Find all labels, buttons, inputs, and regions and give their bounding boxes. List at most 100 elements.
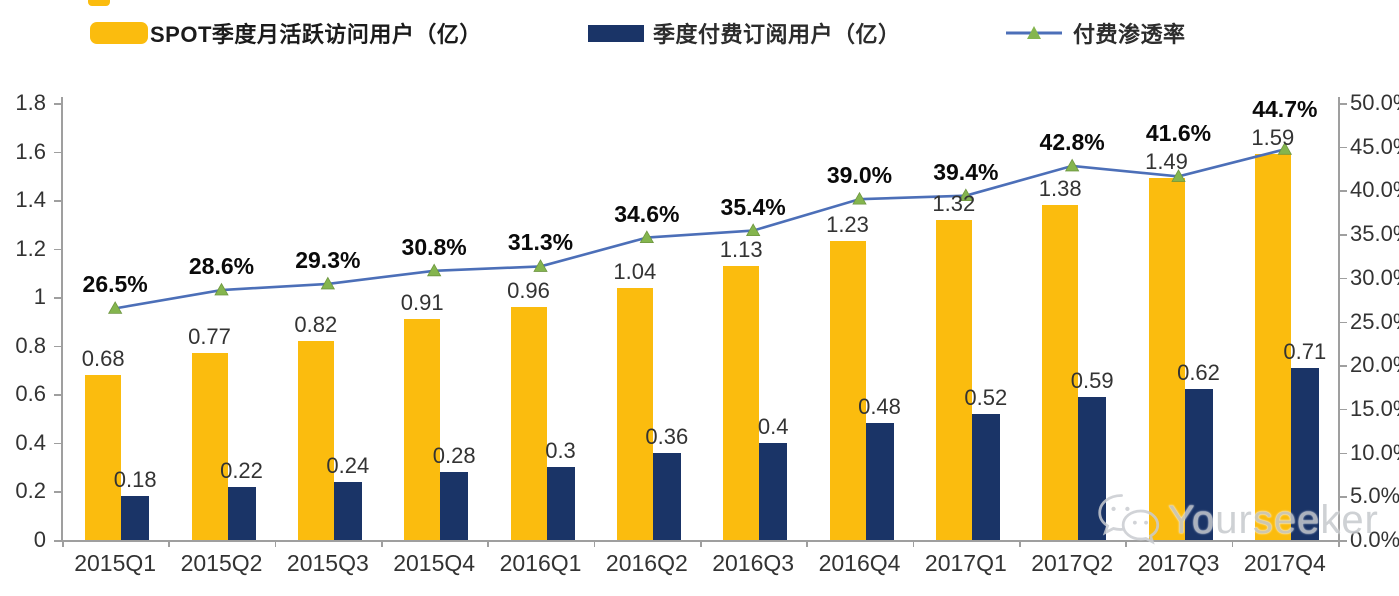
penetration-legend-label: 付费渗透率 <box>1073 22 1186 47</box>
mau-bar-2016Q3 <box>723 265 760 540</box>
y-right-tick <box>1339 321 1347 323</box>
legend-item-penetration: 付费渗透率 <box>1005 17 1186 49</box>
y-left-axis-line <box>61 97 63 540</box>
mau-value-label: 1.32 <box>932 190 976 216</box>
penetration-marker <box>745 223 761 237</box>
mau-bar-2017Q3 <box>1148 178 1185 540</box>
x-axis-label: 2017Q4 <box>1243 550 1326 576</box>
y-right-tick <box>1339 496 1347 498</box>
y-right-tick <box>1339 365 1347 367</box>
wechat-icon <box>1098 494 1160 545</box>
penetration-value-label: 28.6% <box>188 253 255 280</box>
watermark: Yourseeker <box>1096 492 1379 548</box>
x-axis-tick <box>1019 540 1021 547</box>
x-axis-label: 2015Q3 <box>286 550 369 576</box>
watermark-text: Yourseeker <box>1168 497 1379 542</box>
y-right-tick-label: 20.0% <box>1350 352 1399 378</box>
penetration-marker <box>107 301 123 314</box>
penetration-marker <box>639 230 655 243</box>
penetration-value-label: 26.5% <box>82 271 148 298</box>
penetration-value-label: 39.4% <box>933 158 999 185</box>
mau-value-label: 0.68 <box>81 345 125 371</box>
y-right-tick-label: 0.0% <box>1350 527 1399 552</box>
y-right-tick-label: 45.0% <box>1350 133 1399 159</box>
subs-value-label: 0.28 <box>432 443 476 469</box>
subs-bar-2017Q3 <box>1184 389 1213 540</box>
x-axis-tick <box>381 540 383 547</box>
y-left-tick-label: 1 <box>33 284 46 310</box>
penetration-marker <box>533 259 548 272</box>
subs-bar-2015Q2 <box>227 486 256 540</box>
mau-value-label: 1.59 <box>1251 124 1295 150</box>
y-left-tick <box>54 442 62 445</box>
subs-bar-2015Q3 <box>333 481 362 540</box>
y-right-tick-label: 50.0% <box>1350 90 1399 115</box>
y-left-tick-label: 1.4 <box>15 187 46 213</box>
x-axis-label: 2015Q2 <box>180 550 263 576</box>
x-axis-label: 2015Q4 <box>393 550 476 576</box>
penetration-value-label: 30.8% <box>401 233 467 260</box>
x-axis-label: 2016Q4 <box>818 550 901 576</box>
x-axis-tick <box>168 540 170 547</box>
y-right-axis-line <box>1338 97 1340 540</box>
y-right-tick-label: 30.0% <box>1350 264 1399 290</box>
x-axis-tick <box>912 540 915 547</box>
penetration-value-label: 41.6% <box>1145 120 1212 147</box>
y-left-tick-label: 0.4 <box>15 429 46 455</box>
mau-value-label: 0.91 <box>400 290 444 316</box>
y-left-tick-label: 0.6 <box>15 381 46 407</box>
y-right-tick-label: 35.0% <box>1350 221 1399 247</box>
mau-value-label: 1.23 <box>826 212 869 238</box>
penetration-value-label: 44.7% <box>1252 95 1318 122</box>
y-left-tick <box>54 248 62 251</box>
mau-bar-2016Q2 <box>616 287 653 540</box>
x-axis-tick <box>1125 540 1127 547</box>
subs-value-label: 0.71 <box>1283 338 1327 364</box>
mau-legend-swatch <box>90 22 148 44</box>
subs-value-label: 0.62 <box>1177 360 1220 386</box>
x-axis-label: 2017Q2 <box>1031 550 1114 576</box>
subs-value-label: 0.36 <box>645 423 689 449</box>
y-left-tick <box>54 491 62 493</box>
mau-bar-2017Q1 <box>935 219 972 540</box>
subs-value-label: 0.52 <box>964 384 1008 410</box>
mau-value-label: 1.13 <box>719 236 763 262</box>
y-right-tick <box>1339 234 1347 236</box>
y-right-tick <box>1339 452 1347 455</box>
penetration-marker <box>852 191 867 205</box>
y-left-tick <box>54 200 62 202</box>
subs-bar-2016Q1 <box>546 467 575 540</box>
subs-value-label: 0.22 <box>220 457 263 483</box>
y-left-tick-label: 1.6 <box>15 138 46 164</box>
mau-bar-2015Q2 <box>191 353 228 540</box>
y-left-tick-label: 1.2 <box>15 235 46 261</box>
subs-value-label: 0.3 <box>545 438 576 464</box>
subs-bar-2016Q2 <box>652 452 681 540</box>
x-axis-label: 2015Q1 <box>74 550 157 576</box>
y-right-tick-label: 10.0% <box>1350 439 1399 465</box>
y-left-tick-label: 0.2 <box>15 478 46 504</box>
x-axis-tick <box>274 540 277 547</box>
mau-value-label: 1.49 <box>1145 149 1188 175</box>
y-right-tick <box>1339 146 1347 149</box>
y-left-tick <box>54 103 62 105</box>
y-left-tick <box>54 394 62 396</box>
mau-value-label: 1.38 <box>1038 175 1082 201</box>
mau-bar-2016Q4 <box>829 241 866 540</box>
x-axis-label: 2016Q3 <box>712 550 795 576</box>
subs-value-label: 0.24 <box>326 452 370 478</box>
y-right-tick <box>1339 540 1347 542</box>
subs-bar-2017Q1 <box>971 413 1000 540</box>
legend-item-subs: 季度付费订阅用户（亿） <box>588 17 901 49</box>
y-left-tick <box>54 151 62 154</box>
y-right-tick-label: 5.0% <box>1350 483 1399 509</box>
y-right-tick <box>1339 277 1347 280</box>
subs-value-label: 0.18 <box>113 467 157 493</box>
mau-value-label: 0.82 <box>294 311 338 337</box>
x-axis-tick <box>700 540 702 547</box>
cropped-legend-artifact <box>88 0 110 6</box>
subs-value-label: 0.59 <box>1070 367 1114 393</box>
y-left-tick <box>54 345 62 348</box>
y-right-tick <box>1339 103 1347 105</box>
subs-value-label: 0.48 <box>858 394 901 420</box>
